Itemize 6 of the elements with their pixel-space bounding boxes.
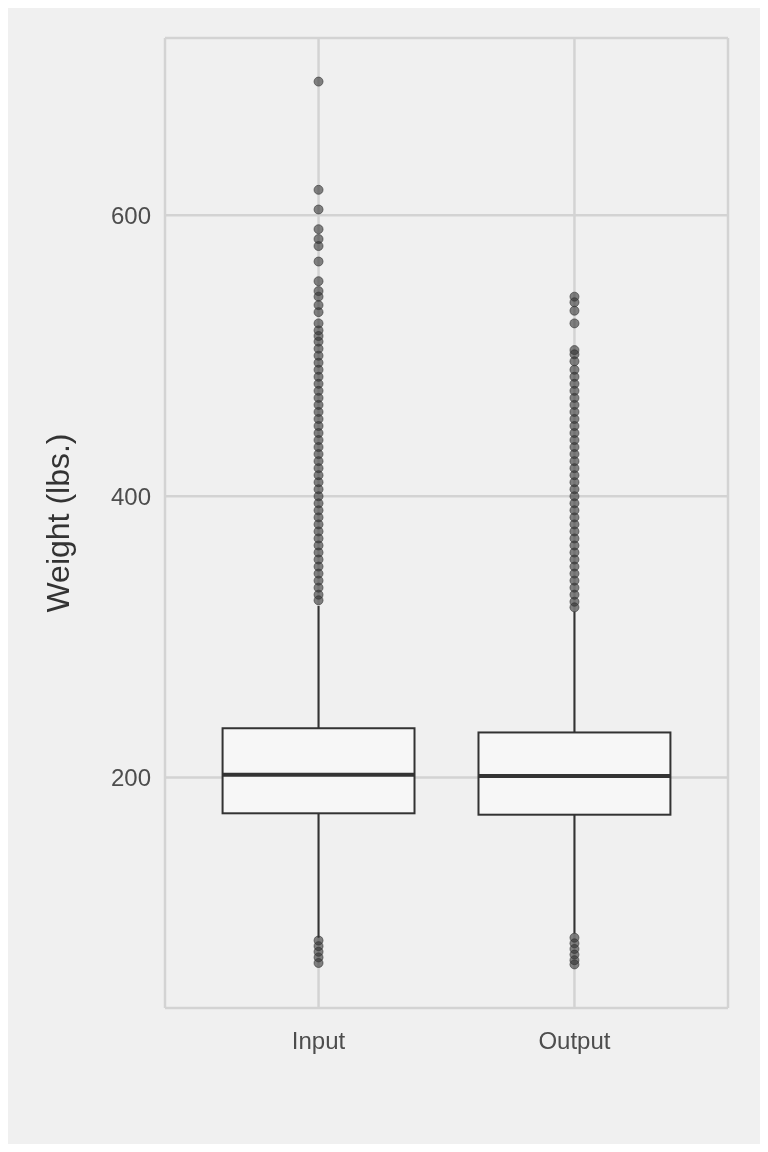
y-tick-label: 400 xyxy=(110,482,151,510)
y-axis-title: Weight (lbs.) xyxy=(40,433,77,613)
y-tick-label: 200 xyxy=(110,763,151,791)
y-tick-label: 600 xyxy=(110,201,151,229)
x-tick-label: Input xyxy=(291,1027,346,1055)
x-tick-label: Output xyxy=(538,1027,611,1055)
